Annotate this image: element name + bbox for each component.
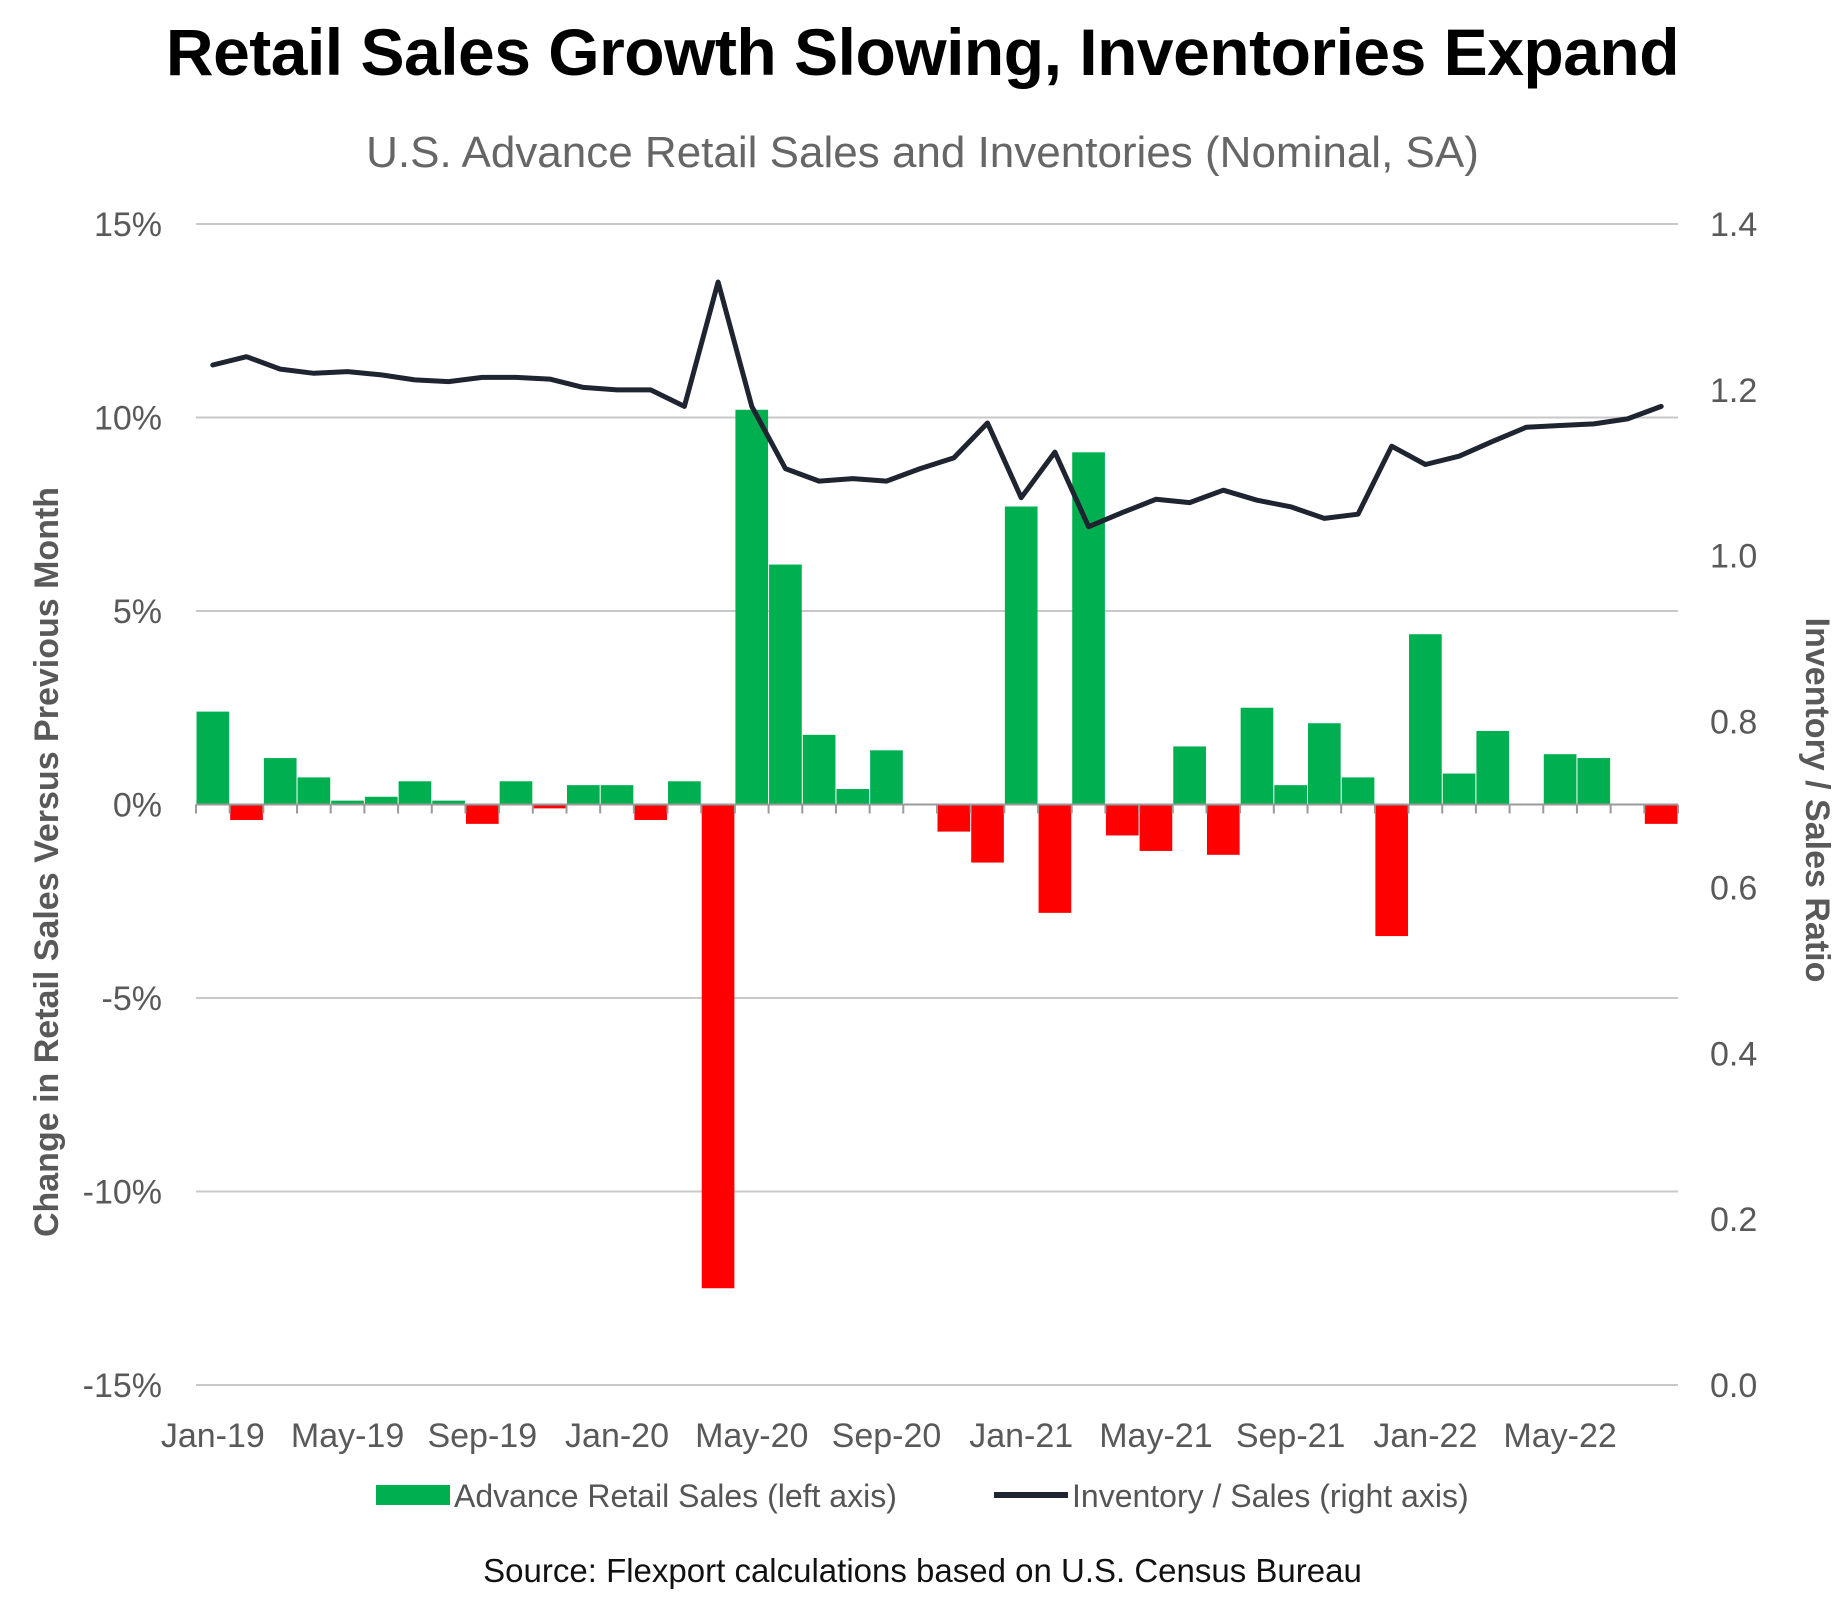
legend-label-line: Inventory / Sales (right axis) xyxy=(1072,1478,1469,1514)
bar-sep-20 xyxy=(870,750,903,805)
bar-aug-21 xyxy=(1240,707,1274,805)
right-tick-label: 1.0 xyxy=(1710,538,1757,576)
bar-nov-21 xyxy=(1341,777,1375,805)
bar-dec-19 xyxy=(567,785,600,805)
bar-aug-19 xyxy=(432,800,465,805)
bar-apr-21 xyxy=(1105,804,1139,836)
right-axis-title: Inventory / Sales Ratio xyxy=(1798,618,1836,983)
bar-sep-21 xyxy=(1274,785,1307,805)
bar-jul-20 xyxy=(802,734,836,805)
bar-nov-20 xyxy=(937,804,971,832)
bar-jun-19 xyxy=(364,796,398,805)
bar-feb-20 xyxy=(634,804,668,820)
x-tick-label: Sep-20 xyxy=(832,1417,942,1455)
bar-apr-19 xyxy=(297,777,331,805)
x-tick-label: May-22 xyxy=(1503,1417,1616,1455)
right-tick-label: 1.2 xyxy=(1710,372,1757,410)
left-tick-label: 5% xyxy=(113,593,162,631)
bar-jul-21 xyxy=(1206,804,1240,855)
bar-jan-20 xyxy=(600,785,634,805)
inventory-sales-line xyxy=(210,279,1664,530)
x-tick-label: May-19 xyxy=(291,1417,404,1455)
bar-jun-20 xyxy=(769,564,802,805)
axis-layer: 15% 10% 5% 0% -5% -10% -15% 1.4 1.2 1.0 0.8 0.6 0.4 0… xyxy=(83,206,1758,1455)
bar-jun-22 xyxy=(1577,758,1611,805)
bar-jan-22 xyxy=(1409,634,1442,805)
right-tick-label: 0.8 xyxy=(1710,704,1757,742)
bar-jun-21 xyxy=(1173,746,1206,805)
left-tick-label: -10% xyxy=(83,1174,162,1212)
x-tick-label: Jan-21 xyxy=(969,1417,1073,1455)
bar-aug-22 xyxy=(1644,804,1678,824)
bar-sep-19 xyxy=(465,804,499,824)
bar-may-21 xyxy=(1139,804,1173,851)
x-tick-label: May-21 xyxy=(1099,1417,1212,1455)
chart-subtitle: U.S. Advance Retail Sales and Inventorie… xyxy=(366,128,1479,177)
bar-apr-20 xyxy=(701,804,735,1289)
chart-title: Retail Sales Growth Slowing, Inventories… xyxy=(165,15,1680,89)
right-tick-label: 0.4 xyxy=(1710,1035,1757,1073)
bar-aug-20 xyxy=(836,789,870,805)
bar-dec-21 xyxy=(1375,804,1409,937)
left-tick-label: 10% xyxy=(94,400,162,438)
x-tick-label: Jan-19 xyxy=(161,1417,265,1455)
bar-may-22 xyxy=(1543,754,1577,805)
right-tick-label: 0.2 xyxy=(1710,1201,1757,1239)
bar-mar-21 xyxy=(1072,452,1105,805)
bar-feb-22 xyxy=(1442,773,1476,805)
x-tick-label: Sep-19 xyxy=(427,1417,537,1455)
bar-mar-20 xyxy=(668,781,701,805)
x-tick-label: Jan-22 xyxy=(1373,1417,1477,1455)
left-tick-label: -5% xyxy=(102,980,162,1018)
bar-oct-21 xyxy=(1308,723,1341,805)
bar-mar-22 xyxy=(1476,730,1510,805)
left-axis-title: Change in Retail Sales Versus Previous M… xyxy=(28,487,66,1237)
left-tick-label: -15% xyxy=(83,1367,162,1405)
chart-source: Source: Flexport calculations based on U… xyxy=(483,1552,1362,1589)
right-tick-label: 0.6 xyxy=(1710,869,1757,907)
x-tick-label: Sep-21 xyxy=(1236,1417,1346,1455)
bar-jan-19 xyxy=(196,711,230,805)
legend-label-bars: Advance Retail Sales (left axis) xyxy=(454,1478,897,1514)
bar-feb-21 xyxy=(1038,804,1072,913)
left-tick-label: 15% xyxy=(94,206,162,244)
right-tick-label: 0.0 xyxy=(1710,1367,1757,1405)
bar-oct-19 xyxy=(499,781,533,805)
bar-jul-19 xyxy=(398,781,432,805)
bar-may-19 xyxy=(331,800,364,805)
bar-may-20 xyxy=(735,409,769,805)
x-tick-label: Jan-20 xyxy=(565,1417,669,1455)
bar-jan-21 xyxy=(1004,506,1038,805)
legend: Advance Retail Sales (left axis) Invento… xyxy=(376,1478,1469,1514)
bar-nov-19 xyxy=(533,804,566,809)
bar-mar-19 xyxy=(263,758,297,805)
line-layer xyxy=(210,279,1664,530)
bar-feb-19 xyxy=(230,804,263,820)
bar-dec-20 xyxy=(971,804,1004,863)
right-tick-label: 1.4 xyxy=(1710,206,1757,244)
x-tick-label: May-20 xyxy=(695,1417,808,1455)
bars-layer xyxy=(196,409,1678,1289)
legend-swatch-bars xyxy=(376,1485,450,1505)
left-tick-label: 0% xyxy=(113,787,162,825)
